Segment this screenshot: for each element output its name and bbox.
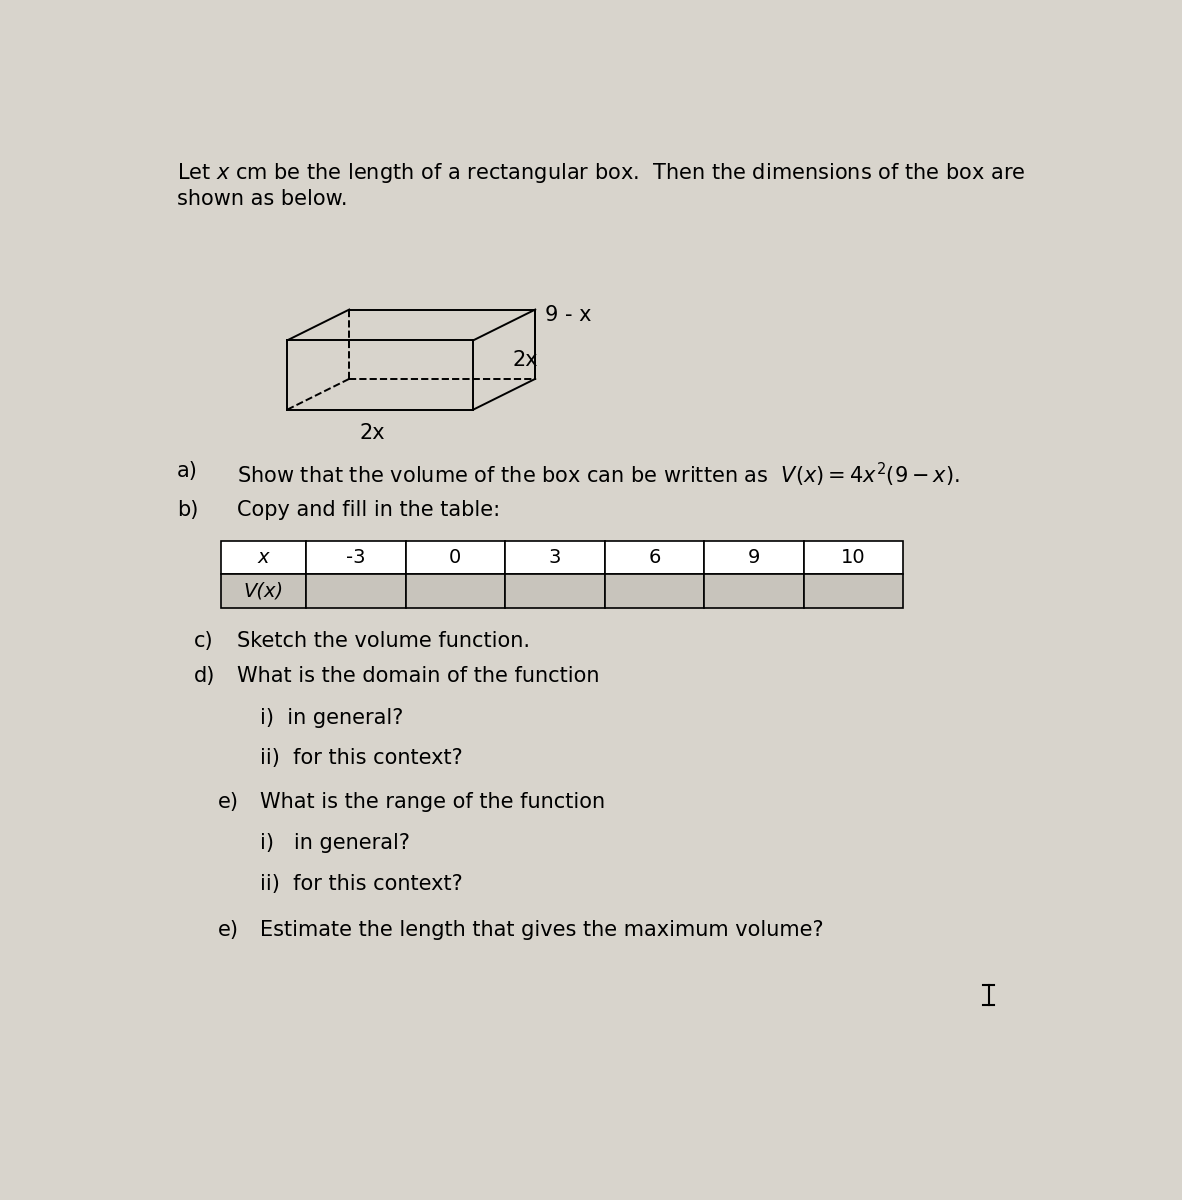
Text: shown as below.: shown as below. [177, 188, 348, 209]
Text: 2x: 2x [512, 349, 538, 370]
Bar [405, 540, 505, 575]
Bar [605, 575, 704, 608]
Text: What is the domain of the function: What is the domain of the function [236, 666, 599, 686]
Bar [405, 575, 505, 608]
Text: 9 - x: 9 - x [545, 305, 591, 325]
Bar [306, 575, 405, 608]
Text: Copy and fill in the table:: Copy and fill in the table: [236, 499, 500, 520]
Text: a): a) [177, 461, 199, 481]
Bar [505, 540, 605, 575]
Text: What is the range of the function: What is the range of the function [260, 792, 605, 812]
Text: ii)  for this context?: ii) for this context? [260, 874, 463, 894]
Bar [505, 575, 605, 608]
Text: -3: -3 [346, 548, 365, 566]
Text: x: x [258, 548, 269, 566]
Bar [605, 540, 704, 575]
Text: Sketch the volume function.: Sketch the volume function. [236, 631, 530, 650]
Text: 0: 0 [449, 548, 461, 566]
Text: 10: 10 [842, 548, 866, 566]
Bar [804, 575, 903, 608]
Text: Let $x$ cm be the length of a rectangular box.  Then the dimensions of the box a: Let $x$ cm be the length of a rectangula… [177, 161, 1026, 185]
Text: e): e) [217, 792, 239, 812]
Text: d): d) [194, 666, 215, 686]
Text: 6: 6 [648, 548, 661, 566]
Bar [704, 575, 804, 608]
Text: b): b) [177, 499, 199, 520]
Bar [704, 540, 804, 575]
Text: V(x): V(x) [243, 582, 284, 601]
Text: 9: 9 [748, 548, 760, 566]
Text: ii)  for this context?: ii) for this context? [260, 748, 463, 768]
Text: Estimate the length that gives the maximum volume?: Estimate the length that gives the maxim… [260, 920, 824, 940]
Text: e): e) [217, 920, 239, 940]
Bar [306, 540, 405, 575]
Text: i)   in general?: i) in general? [260, 833, 410, 853]
Text: c): c) [194, 631, 214, 650]
Bar [804, 540, 903, 575]
Text: 2x: 2x [359, 422, 385, 443]
Text: 3: 3 [548, 548, 561, 566]
Text: Show that the volume of the box can be written as  $V(x) = 4x^2(9 - x)$.: Show that the volume of the box can be w… [236, 461, 960, 490]
Bar [221, 575, 306, 608]
Bar [221, 540, 306, 575]
Text: i)  in general?: i) in general? [260, 708, 403, 727]
